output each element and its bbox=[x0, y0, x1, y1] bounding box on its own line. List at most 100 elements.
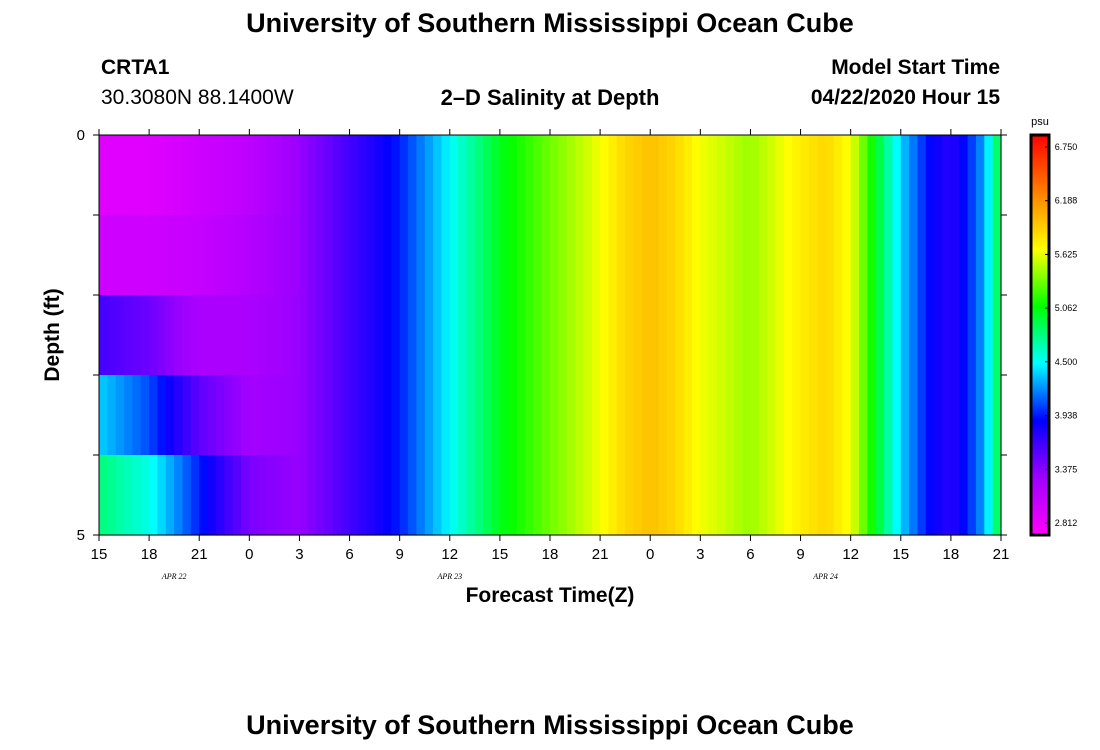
heatmap-cell bbox=[533, 135, 543, 216]
heatmap-cell bbox=[249, 215, 259, 296]
heatmap-cell bbox=[257, 215, 267, 296]
heatmap-cell bbox=[658, 455, 668, 536]
heatmap-cell bbox=[625, 215, 635, 296]
heatmap-cell bbox=[666, 215, 676, 296]
heatmap-cell bbox=[959, 375, 969, 456]
heatmap-cell bbox=[433, 375, 443, 456]
heatmap-cell bbox=[140, 135, 150, 216]
heatmap-cell bbox=[691, 135, 701, 216]
heatmap-cell bbox=[199, 455, 209, 536]
heatmap-cell bbox=[850, 455, 860, 536]
heatmap-cell bbox=[892, 135, 902, 216]
heatmap-cell bbox=[124, 295, 134, 376]
heatmap-cell bbox=[934, 215, 944, 296]
heatmap-cell bbox=[650, 375, 660, 456]
heatmap-cell bbox=[140, 375, 150, 456]
heatmap-cell bbox=[717, 375, 726, 456]
heatmap-cell bbox=[566, 375, 576, 456]
heatmap-cell bbox=[558, 215, 568, 296]
heatmap-cell bbox=[458, 135, 468, 216]
heatmap-cell bbox=[833, 455, 843, 536]
heatmap-cell bbox=[499, 375, 509, 456]
heatmap-cell bbox=[658, 295, 668, 376]
heatmap-cell bbox=[875, 295, 885, 376]
heatmap-cell bbox=[174, 375, 184, 456]
heatmap-cell bbox=[616, 375, 626, 456]
heatmap-cell bbox=[366, 215, 376, 296]
heatmap-cell bbox=[99, 135, 108, 216]
station-coordinates: 30.3080N 88.1400W bbox=[101, 86, 294, 109]
heatmap-cell bbox=[466, 455, 476, 536]
heatmap-cell bbox=[725, 375, 735, 456]
heatmap-cell bbox=[458, 375, 468, 456]
heatmap-cell bbox=[641, 375, 651, 456]
heatmap-cell bbox=[675, 135, 685, 216]
heatmap-cell bbox=[157, 455, 167, 536]
heatmap-cell bbox=[842, 375, 852, 456]
heatmap-cell bbox=[149, 215, 159, 296]
x-tick-label: 3 bbox=[696, 546, 704, 563]
heatmap-cell bbox=[558, 295, 568, 376]
heatmap-cell bbox=[616, 455, 626, 536]
heatmap-cell bbox=[942, 455, 952, 536]
heatmap-cell bbox=[174, 135, 184, 216]
heatmap-cell bbox=[942, 375, 952, 456]
model-start-value: 04/22/2020 Hour 15 bbox=[810, 86, 1000, 109]
heatmap-cell bbox=[650, 215, 660, 296]
heatmap-cell bbox=[742, 135, 752, 216]
heatmap-cell bbox=[240, 295, 250, 376]
heatmap-cell bbox=[666, 455, 676, 536]
heatmap-cell bbox=[934, 295, 944, 376]
heatmap-cell bbox=[391, 215, 401, 296]
colorbar-label: 6.188 bbox=[1055, 196, 1078, 206]
heatmap-cell bbox=[691, 215, 701, 296]
heatmap-cell bbox=[499, 135, 509, 216]
heatmap-cell bbox=[934, 455, 944, 536]
heatmap-cell bbox=[675, 295, 685, 376]
x-tick-label: 21 bbox=[592, 546, 609, 563]
x-tick-label: 18 bbox=[141, 546, 158, 563]
x-tick-label: 0 bbox=[646, 546, 654, 563]
heatmap-cell bbox=[992, 455, 1002, 536]
heatmap-cell bbox=[165, 215, 175, 296]
heatmap-cell bbox=[641, 455, 651, 536]
heatmap-cell bbox=[650, 295, 660, 376]
heatmap-cell bbox=[666, 135, 676, 216]
heatmap-cell bbox=[900, 375, 910, 456]
heatmap-cell bbox=[600, 135, 610, 216]
heatmap-cell bbox=[775, 215, 785, 296]
heatmap-cell bbox=[700, 135, 710, 216]
heatmap-cell bbox=[433, 135, 443, 216]
heatmap-cell bbox=[224, 135, 234, 216]
heatmap-cell bbox=[541, 135, 551, 216]
heatmap-cell bbox=[207, 455, 217, 536]
heatmap-cell bbox=[583, 135, 593, 216]
heatmap-cell bbox=[875, 375, 885, 456]
heatmap-cell bbox=[867, 455, 877, 536]
heatmap-cell bbox=[842, 135, 852, 216]
x-tick-label: 15 bbox=[892, 546, 909, 563]
heatmap-cell bbox=[884, 135, 894, 216]
heatmap-cell bbox=[215, 455, 225, 536]
heatmap-cell bbox=[758, 375, 768, 456]
heatmap-cell bbox=[424, 135, 434, 216]
heatmap-cell bbox=[508, 375, 518, 456]
heatmap-cell bbox=[583, 295, 593, 376]
heatmap-cell bbox=[591, 135, 601, 216]
heatmap-cell bbox=[917, 455, 927, 536]
heatmap-cell bbox=[257, 135, 267, 216]
heatmap-cell bbox=[357, 135, 367, 216]
heatmap-cell bbox=[291, 455, 301, 536]
heatmap-cell bbox=[157, 215, 167, 296]
heatmap-cell bbox=[491, 295, 501, 376]
heatmap-cell bbox=[165, 295, 175, 376]
heatmap-cell bbox=[859, 295, 868, 376]
heatmap-cell bbox=[992, 375, 1002, 456]
heatmap-cell bbox=[817, 135, 827, 216]
heatmap-cell bbox=[433, 295, 443, 376]
heatmap-cell bbox=[215, 215, 225, 296]
heatmap-cell bbox=[291, 215, 301, 296]
x-tick-label: 21 bbox=[191, 546, 208, 563]
heatmap-cell bbox=[441, 135, 451, 216]
heatmap-cell bbox=[149, 295, 159, 376]
